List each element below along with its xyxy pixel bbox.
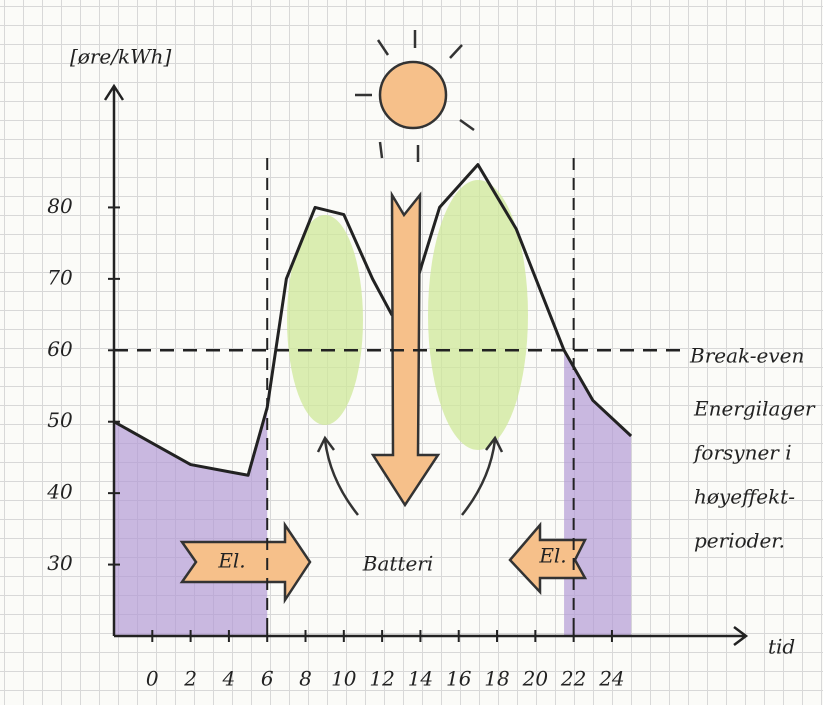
y-tick-label: 80 [47, 194, 73, 218]
purple-shade [564, 350, 632, 636]
x-tick-label: 10 [331, 667, 357, 691]
el-arrow [179, 520, 312, 605]
decorations [287, 180, 528, 450]
sun-ray [376, 39, 390, 56]
el-label: El. [217, 549, 245, 573]
y-axis-label: [øre/kWh] [70, 45, 172, 69]
el-arrow [508, 521, 588, 596]
sun-arrow [370, 190, 441, 508]
x-axis [114, 626, 749, 646]
x-tick-label: 8 [299, 667, 312, 691]
x-tick-label: 20 [522, 667, 549, 691]
x-tick-label: 4 [222, 667, 236, 691]
sun [355, 30, 475, 162]
y-tick-label: 50 [47, 408, 73, 432]
y-tick-label: 30 [47, 551, 73, 575]
x-tick-label: 6 [261, 667, 274, 691]
y-tick-label: 70 [47, 265, 73, 289]
sun-disc [378, 60, 448, 130]
battery-label: Batteri [362, 552, 434, 576]
x-tick-label: 2 [183, 667, 197, 691]
curved-arrow [316, 435, 359, 516]
note-line: perioder. [694, 529, 785, 553]
sun-ray [459, 118, 475, 132]
y-axis [103, 83, 125, 636]
x-tick-label: 0 [146, 667, 159, 691]
x-axis-label: tid [768, 635, 795, 659]
sun-ray [449, 44, 463, 59]
note-line: høyeffekt- [694, 485, 795, 509]
x-tick-label: 16 [446, 667, 472, 691]
sun-ray [378, 141, 384, 159]
note-line: Energilager [693, 397, 816, 421]
el-label: El. [538, 544, 566, 568]
x-tick-label: 14 [408, 667, 433, 691]
x-tick-label: 12 [369, 667, 394, 691]
y-tick-label: 40 [46, 480, 73, 504]
green-shade [287, 215, 363, 425]
green-shade [428, 180, 528, 450]
price-curve [113, 163, 633, 477]
x-tick-label: 22 [560, 667, 586, 691]
purple-shade [114, 407, 268, 636]
y-tick-label: 60 [47, 337, 73, 361]
break-even-label: Break-even [689, 344, 804, 368]
x-tick-label: 24 [598, 667, 624, 691]
x-tick-label: 18 [484, 667, 509, 691]
note-line: forsyner i [692, 441, 792, 465]
curved-arrow [461, 435, 504, 516]
